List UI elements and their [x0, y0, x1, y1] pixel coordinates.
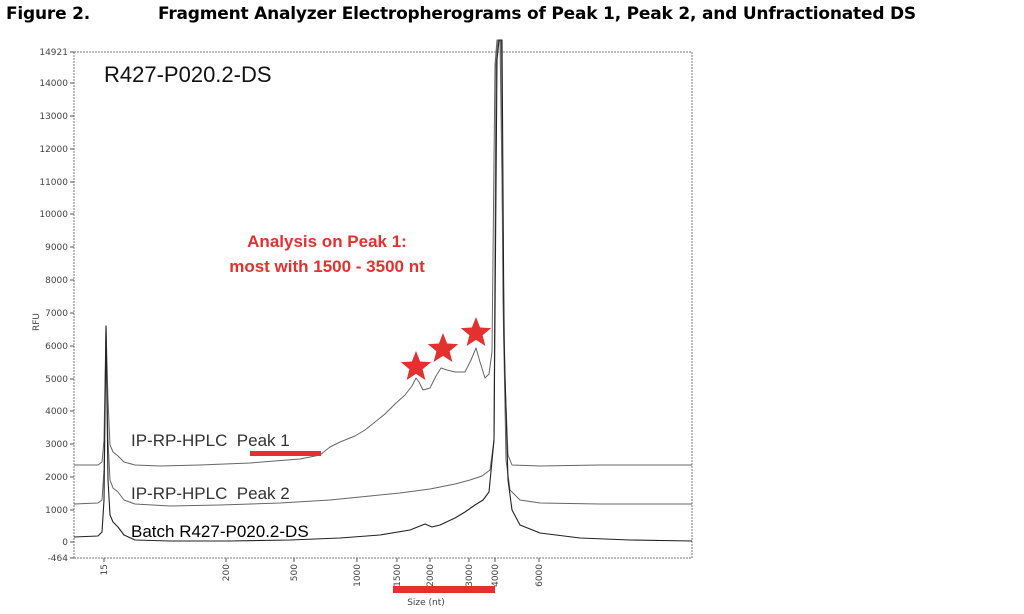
trace-label-peak2: IP-RP-HPLC Peak 2 [131, 484, 290, 503]
y-tick-label: 5000 [45, 375, 68, 385]
y-axis [70, 51, 74, 559]
y-tick-label: 1000 [45, 506, 68, 516]
peak1-underline [250, 451, 321, 456]
trace-peak1 [74, 39, 692, 467]
star-icon [400, 351, 432, 380]
y-tick-label: 3000 [45, 440, 68, 450]
plot-frame [73, 51, 693, 559]
y-tick-label: 9000 [45, 243, 68, 253]
x-tick-label: 2000 [426, 564, 436, 587]
figure-caption: Fragment Analyzer Electropherograms of P… [158, 4, 916, 24]
y-tick-label: 8000 [45, 276, 68, 286]
y-tick-label: 0 [62, 538, 68, 548]
trace-label-batch: Batch R427-P020.2-DS [131, 522, 309, 541]
y-tick-label: 7000 [45, 309, 68, 319]
y-tick-label: 4000 [45, 407, 68, 417]
trace-label-peak1: IP-RP-HPLC Peak 1 [131, 431, 290, 450]
x-tick-label: 200 [222, 564, 232, 581]
annotation-line-2: most with 1500 - 3500 nt [229, 257, 425, 276]
y-tick-label: 11000 [39, 178, 68, 188]
peak-stars [400, 317, 492, 380]
x-tick-label: 1000 [353, 564, 363, 587]
y-axis-title: RFU [32, 313, 42, 331]
x-tick-label: 1500 [393, 564, 403, 587]
size-range-bar [393, 586, 495, 593]
x-tick-label: 15 [100, 564, 110, 575]
star-icon [427, 333, 459, 362]
y-tick-label: 12000 [39, 145, 68, 155]
x-tick-label: 4000 [491, 564, 501, 587]
x-axis [103, 558, 540, 562]
y-tick-label: 14000 [39, 79, 68, 89]
trace-batch [73, 39, 693, 542]
annotation-line-1: Analysis on Peak 1: [247, 232, 407, 251]
star-icon [460, 317, 492, 346]
trace-peak2 [73, 39, 692, 507]
sample-title: R427-P020.2-DS [104, 62, 272, 87]
traces [73, 39, 693, 542]
x-axis-title: Size (nt) [407, 598, 445, 608]
y-tick-label: 14921 [39, 48, 68, 58]
y-tick-label: -464 [48, 554, 69, 564]
y-tick-label: 6000 [45, 342, 68, 352]
figure-title: Figure 2. Fragment Analyzer Electropherog… [6, 4, 916, 24]
x-tick-label: 3000 [465, 564, 475, 587]
y-tick-label: 2000 [45, 473, 68, 483]
x-tick-label: 500 [290, 564, 300, 581]
x-tick-label: 6000 [535, 564, 545, 587]
figure-number: Figure 2. [6, 4, 91, 24]
y-tick-label: 13000 [39, 112, 68, 122]
y-tick-label: 10000 [39, 210, 68, 220]
